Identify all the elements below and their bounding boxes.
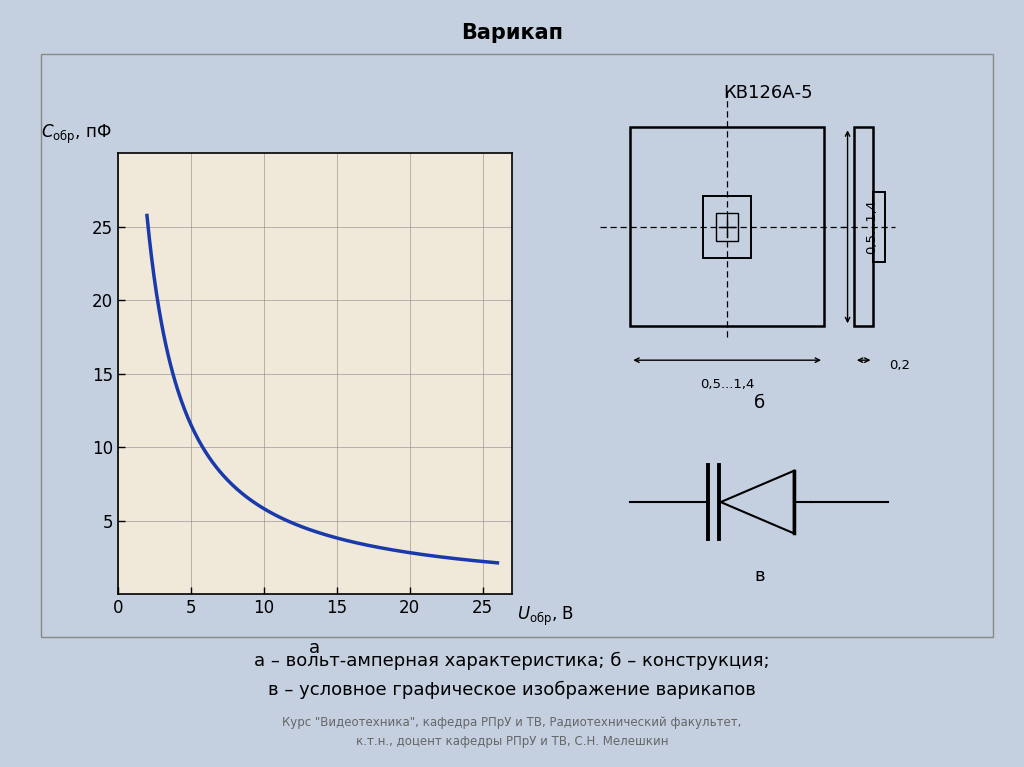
Text: 0,2: 0,2: [889, 360, 909, 372]
Text: 0,5...1,4: 0,5...1,4: [700, 377, 755, 390]
Bar: [631, 127, 824, 326]
Bar: [854, 127, 873, 326]
Text: КВ126А-5: КВ126А-5: [723, 84, 813, 103]
Text: Варикап: Варикап: [461, 23, 563, 43]
Text: а: а: [309, 639, 321, 657]
Text: в: в: [754, 567, 765, 585]
Bar: [717, 212, 738, 241]
Bar: [703, 196, 751, 258]
Text: б: б: [754, 393, 765, 412]
Text: в – условное графическое изображение варикапов: в – условное графическое изображение вар…: [268, 681, 756, 700]
Text: к.т.н., доцент кафедры РПрУ и ТВ, С.Н. Мелешкин: к.т.н., доцент кафедры РПрУ и ТВ, С.Н. М…: [355, 736, 669, 748]
Text: а – вольт-амперная характеристика; б – конструкция;: а – вольт-амперная характеристика; б – к…: [254, 652, 770, 670]
Bar: [873, 192, 886, 262]
Text: $C_{\mathregular{обр}}$, пФ: $C_{\mathregular{обр}}$, пФ: [41, 123, 112, 146]
Text: $U_{\mathregular{обр}}$, В: $U_{\mathregular{обр}}$, В: [517, 604, 574, 627]
Text: Курс "Видеотехника", кафедра РПрУ и ТВ, Радиотехнический факультет,: Курс "Видеотехника", кафедра РПрУ и ТВ, …: [283, 716, 741, 729]
Text: 0,5...1,4: 0,5...1,4: [864, 199, 878, 254]
